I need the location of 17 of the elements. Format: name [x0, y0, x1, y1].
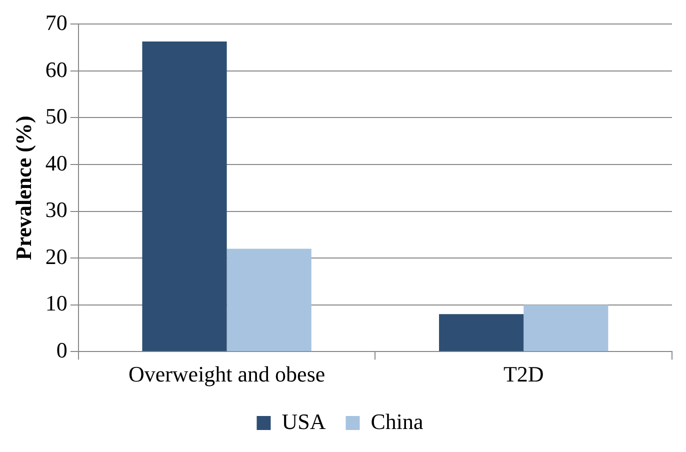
x-tick-label: T2D	[503, 362, 544, 387]
bar	[524, 304, 608, 352]
y-tick-label: 40	[45, 150, 68, 176]
y-tick-label: 60	[45, 56, 68, 82]
x-tick-label: Overweight and obese	[128, 362, 326, 387]
y-tick-label: 0	[56, 337, 68, 362]
y-tick-label: 70	[45, 10, 68, 35]
bar	[142, 42, 227, 352]
y-tick-label: 50	[45, 104, 68, 129]
legend-label: China	[370, 408, 424, 434]
y-tick-label: 20	[45, 244, 68, 269]
legend-label: USA	[282, 408, 326, 434]
bar	[226, 248, 312, 352]
y-tick-label: 10	[45, 290, 68, 316]
y-tick-label: 30	[45, 197, 68, 222]
bar	[439, 314, 524, 352]
y-axis-title: Prevalence (%)	[10, 116, 36, 260]
